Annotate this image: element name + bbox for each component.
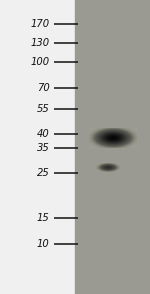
Bar xyxy=(0,0,75,294)
Text: 70: 70 xyxy=(37,83,50,93)
Text: 10: 10 xyxy=(37,239,50,249)
Text: 170: 170 xyxy=(30,19,50,29)
Text: 55: 55 xyxy=(37,104,50,114)
Text: 100: 100 xyxy=(30,57,50,67)
Text: 40: 40 xyxy=(37,129,50,139)
Text: 35: 35 xyxy=(37,143,50,153)
Bar xyxy=(75,0,150,294)
Text: 130: 130 xyxy=(30,38,50,48)
Text: 25: 25 xyxy=(37,168,50,178)
Text: 15: 15 xyxy=(37,213,50,223)
